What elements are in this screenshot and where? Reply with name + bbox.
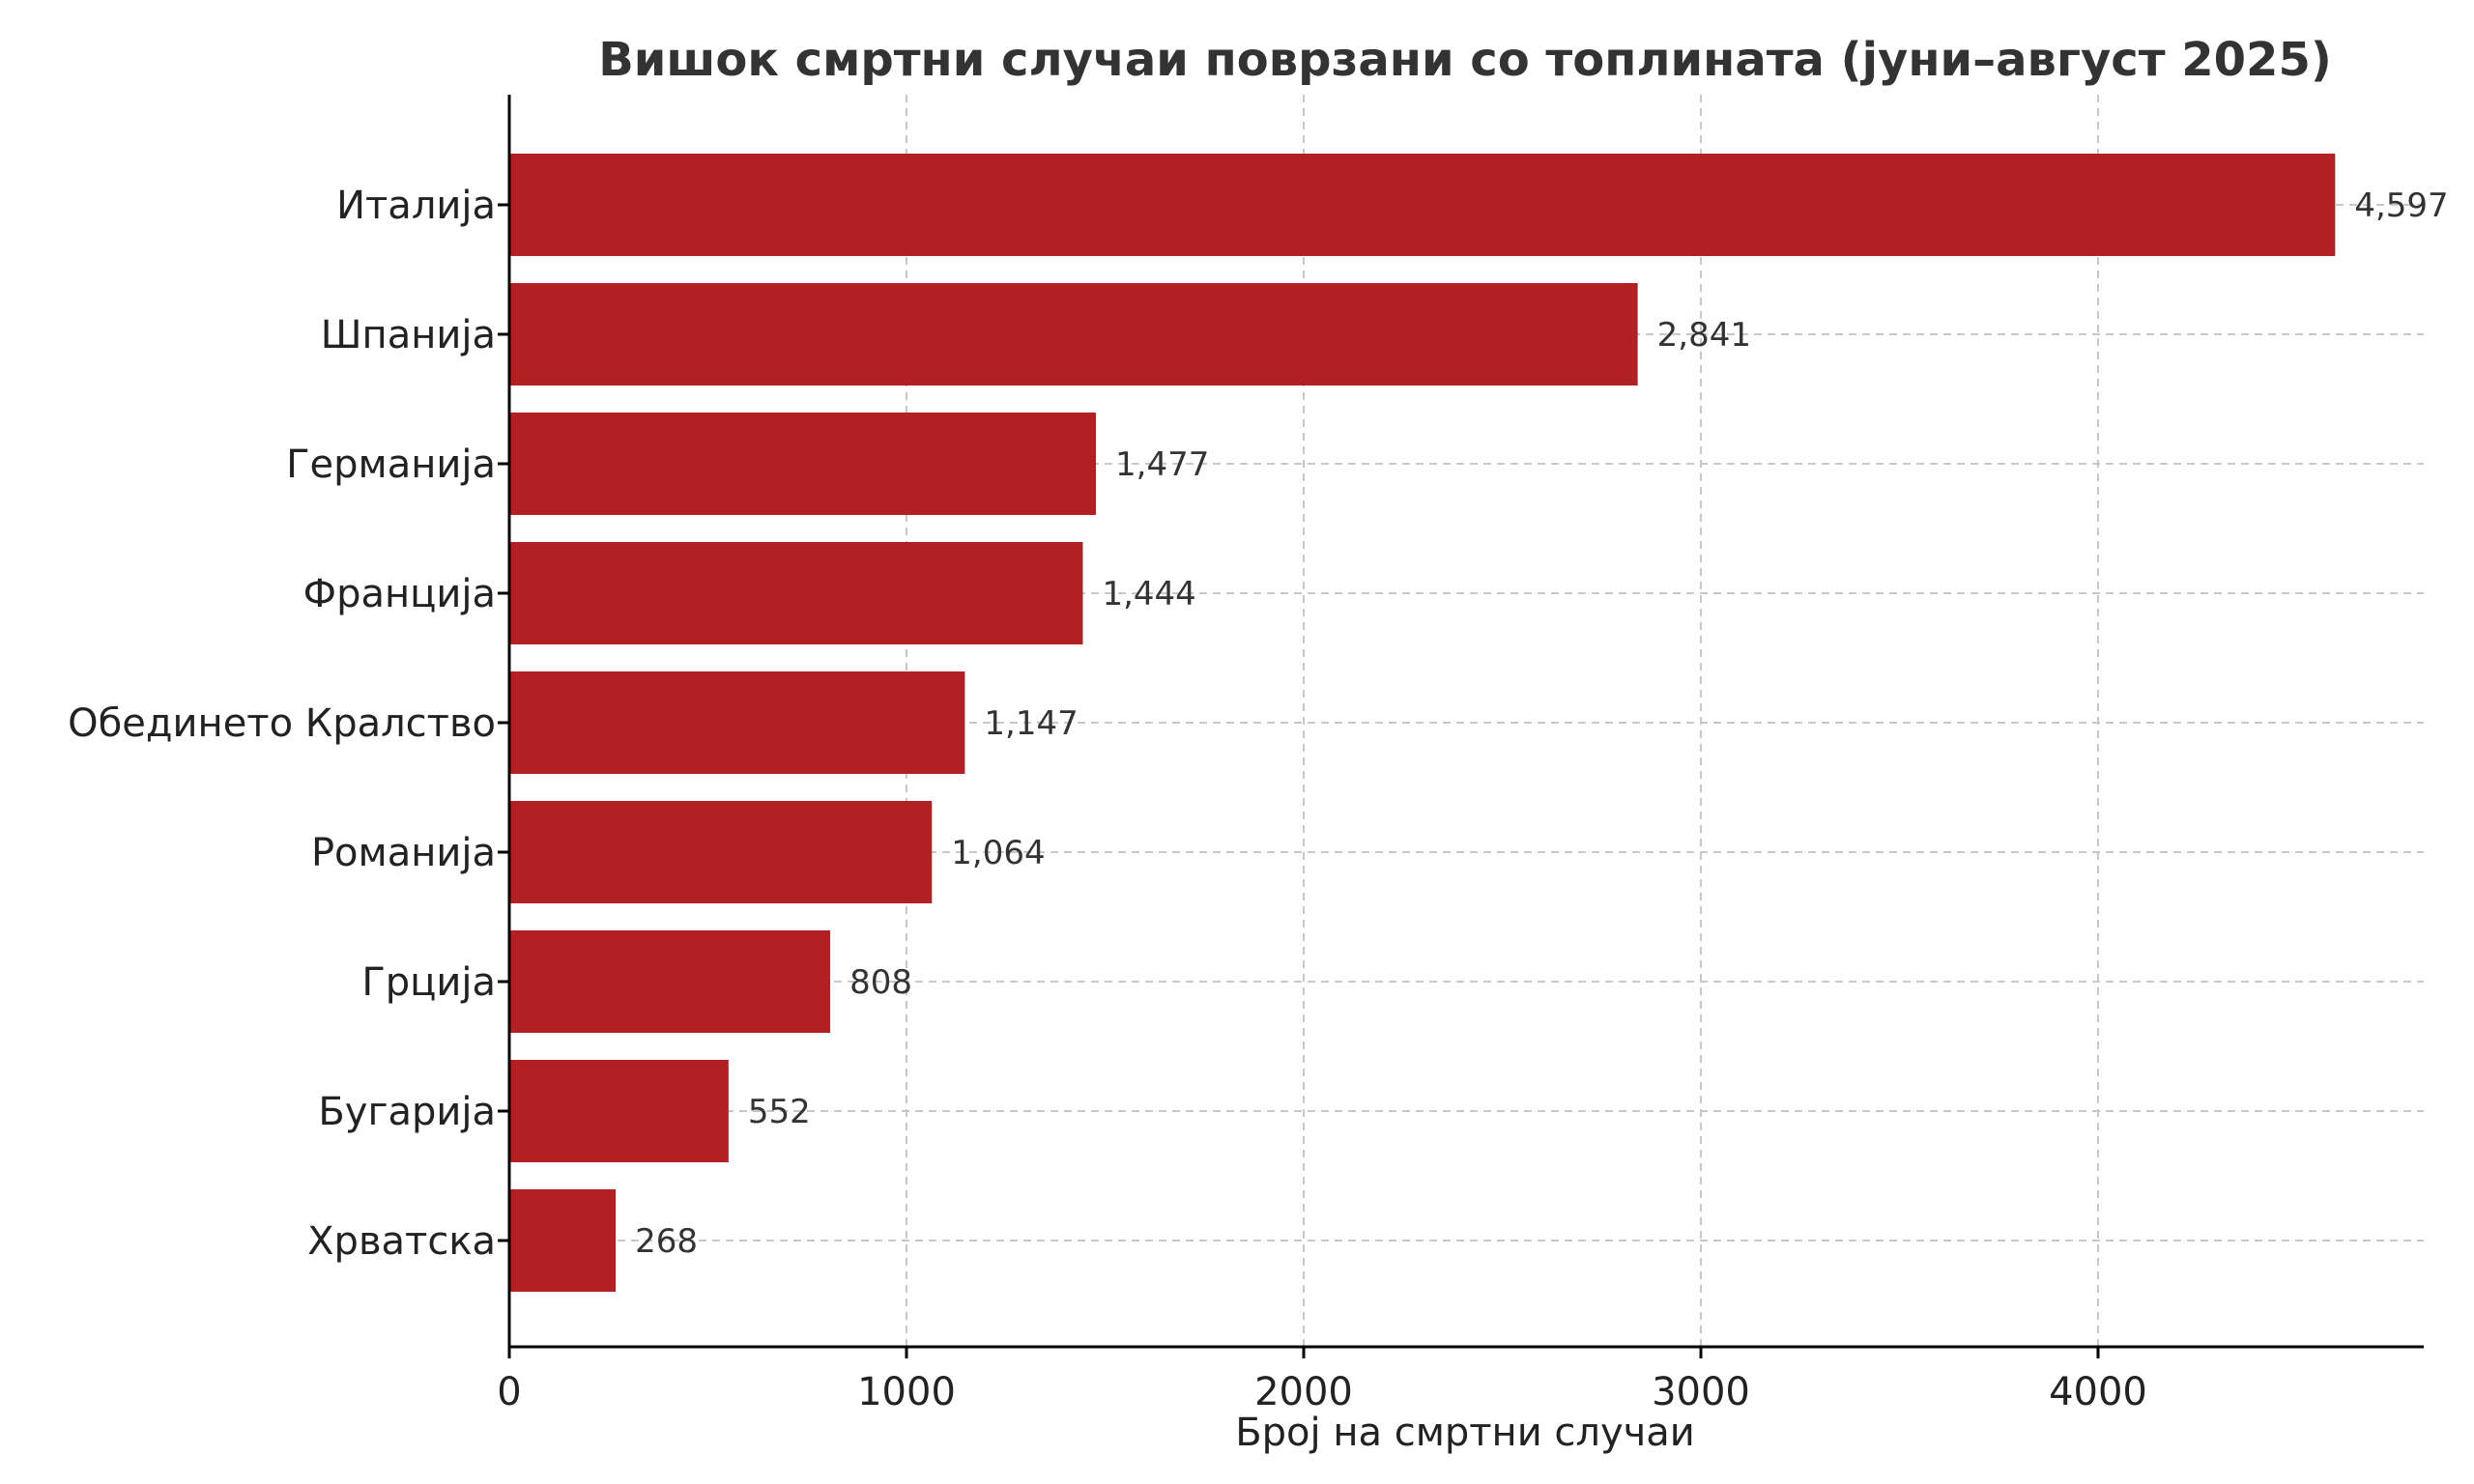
bar-value-label: 2,841 [1657,316,1751,355]
bar-value-label: 1,477 [1115,445,1209,484]
bar [509,671,965,774]
data-labels: 4,597 2,841 1,477 1,444 1,147 1,064 808 552 268 [635,186,2449,1261]
bar [509,930,831,1033]
y-tick-label: Хрватска [307,1219,496,1264]
bar-value-label: 552 [748,1093,811,1131]
chart-title: Вишок смртни случаи поврзани со топлинат… [598,33,2332,87]
x-tick-label: 1000 [857,1370,956,1414]
bar [509,542,1083,644]
bars [509,154,2336,1292]
x-tick-label: 3000 [1652,1370,1750,1414]
bar [509,801,933,903]
y-tick-label: Германија [286,442,496,487]
x-tick-label: 2000 [1254,1370,1353,1414]
x-tick-label: 0 [497,1370,521,1414]
bar-value-label: 4,597 [2354,186,2448,225]
bar-value-label: 1,147 [984,704,1078,743]
x-tick-label: 4000 [2049,1370,2147,1414]
bar [509,154,2336,256]
y-tick-label: Бугарија [318,1090,496,1134]
y-tick-label: Романија [311,831,496,875]
bar-value-label: 1,444 [1102,575,1195,614]
x-tick-labels: 0 1000 2000 3000 4000 [497,1347,2147,1414]
y-tick-label: Италија [336,184,496,228]
y-tick-labels: Италија Шпанија Германија Франција Обединето… [68,184,509,1264]
y-tick-label: Обединето Кралство [68,701,496,746]
y-tick-label: Франција [303,572,496,616]
y-tick-label: Грција [361,960,496,1005]
bar-value-label: 268 [635,1222,698,1261]
x-axis-label: Број на смртни случаи [1235,1411,1695,1455]
bar-value-label: 808 [849,963,912,1002]
y-tick-label: Шпанија [321,313,496,357]
bar-value-label: 1,064 [951,834,1045,872]
bar [509,1060,729,1162]
bar [509,1189,617,1292]
bar [509,283,1638,385]
bar [509,413,1097,515]
